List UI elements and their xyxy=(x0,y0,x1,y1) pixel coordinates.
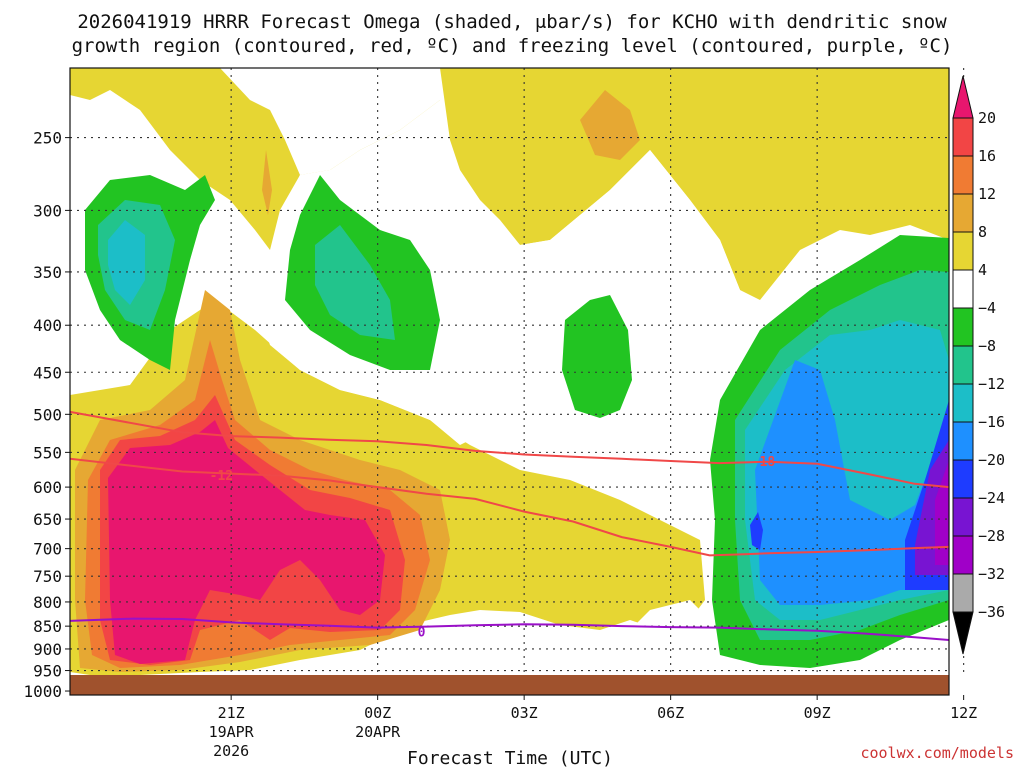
x-tick-date: 19APR xyxy=(209,723,255,741)
x-axis-title: Forecast Time (UTC) xyxy=(407,748,613,768)
y-tick-label: 700 xyxy=(33,540,62,559)
chart-title-line2: growth region (contoured, red, ºC) and f… xyxy=(72,35,953,57)
colorbar-label: −4 xyxy=(978,299,996,317)
colorbar-swatch xyxy=(952,459,974,499)
x-tick-year: 2026 xyxy=(213,742,249,760)
omega-region-cyan-left xyxy=(108,220,145,305)
colorbar-swatch xyxy=(952,535,974,575)
dgz-bottom-contour xyxy=(70,457,949,557)
omega-region-darkblue-spot xyxy=(750,512,763,550)
colorbar-label: −20 xyxy=(978,451,1005,469)
x-tick-date: 20APR xyxy=(355,723,401,741)
omega-region-yellow-upper-right xyxy=(440,68,949,300)
x-tick-label: 09Z xyxy=(804,704,831,722)
colorbar-swatch xyxy=(952,573,974,613)
contour-label: -12 xyxy=(210,469,233,484)
colorbar-label: 4 xyxy=(978,261,987,279)
colorbar-label: −28 xyxy=(978,527,1005,545)
colorbar-label: 16 xyxy=(978,147,996,165)
colorbar-label: 20 xyxy=(978,109,996,127)
contour-labels: -18 -12 0 xyxy=(210,455,776,641)
colorbar-swatch xyxy=(952,345,974,385)
credit-text: coolwx.com/models xyxy=(860,744,1014,762)
colorbar-label: 12 xyxy=(978,185,996,203)
y-axis-ticks: 250 300 350 400 450 500 550 600 650 700 750 800 850 9… xyxy=(23,129,70,701)
y-tick-label: 400 xyxy=(33,316,62,335)
colorbar-label: 8 xyxy=(978,223,987,241)
y-tick-label: 900 xyxy=(33,640,62,659)
colorbar-top-arrow xyxy=(952,75,974,119)
colorbar-swatch xyxy=(952,117,974,157)
y-tick-label: 800 xyxy=(33,593,62,612)
contour-label: -18 xyxy=(752,455,776,470)
y-tick-label: 500 xyxy=(33,405,62,424)
y-tick-label: 300 xyxy=(33,201,62,220)
colorbar-label: −24 xyxy=(978,489,1005,507)
colorbar-label: −12 xyxy=(978,375,1005,393)
y-tick-label: 350 xyxy=(33,263,62,282)
omega-region-teal-center xyxy=(315,225,395,340)
omega-region-tan-spike xyxy=(262,150,272,215)
colorbar-swatch xyxy=(952,497,974,537)
y-tick-label: 250 xyxy=(33,129,62,148)
colorbar-bottom-arrow xyxy=(952,611,974,655)
freezing-level-contour xyxy=(70,617,949,641)
plot-frame xyxy=(69,67,950,696)
omega-region-white-top-center xyxy=(220,68,440,175)
y-tick-label: 950 xyxy=(33,662,62,681)
omega-region-blue-right xyxy=(755,360,949,605)
omega-region-tan-upper xyxy=(580,90,640,160)
contours xyxy=(70,410,949,641)
colorbar-swatch xyxy=(952,383,974,423)
colorbar: 20 16 12 8 4 −4 −8 −12 −16 −20 −24 −28 −32 −36 xyxy=(952,75,1005,655)
y-tick-label: 750 xyxy=(33,567,62,586)
y-tick-label: 450 xyxy=(33,363,62,382)
x-tick-label: 03Z xyxy=(511,704,538,722)
ground-surface xyxy=(70,675,949,695)
y-tick-label: 850 xyxy=(33,617,62,636)
omega-region-magenta xyxy=(108,420,385,664)
y-tick-label: 1000 xyxy=(23,682,62,701)
omega-region-green-mid xyxy=(562,295,632,418)
y-tick-label: 550 xyxy=(33,443,62,462)
omega-region-yellow-far-right xyxy=(930,130,949,175)
colorbar-label: −8 xyxy=(978,337,996,355)
x-tick-label: 12Z xyxy=(950,704,977,722)
colorbar-swatch xyxy=(952,421,974,461)
omega-shading xyxy=(70,68,949,675)
colorbar-swatch xyxy=(952,307,974,347)
omega-region-white-bottom-right xyxy=(620,600,710,660)
colorbar-swatch xyxy=(952,231,974,271)
y-tick-label: 600 xyxy=(33,478,62,497)
x-tick-label: 00Z xyxy=(364,704,391,722)
chart-title-line1: 2026041919 HRRR Forecast Omega (shaded, … xyxy=(77,11,947,33)
x-tick-label: 21Z xyxy=(218,704,245,722)
colorbar-label: −36 xyxy=(978,603,1005,621)
colorbar-label: −32 xyxy=(978,565,1005,583)
colorbar-swatch xyxy=(952,193,974,233)
contour-label: 0 xyxy=(418,626,426,641)
colorbar-label: −16 xyxy=(978,413,1005,431)
colorbar-swatch xyxy=(952,269,974,309)
dgz-top-contour xyxy=(70,410,949,489)
x-tick-label: 06Z xyxy=(657,704,684,722)
y-tick-label: 650 xyxy=(33,510,62,529)
colorbar-swatch xyxy=(952,155,974,195)
